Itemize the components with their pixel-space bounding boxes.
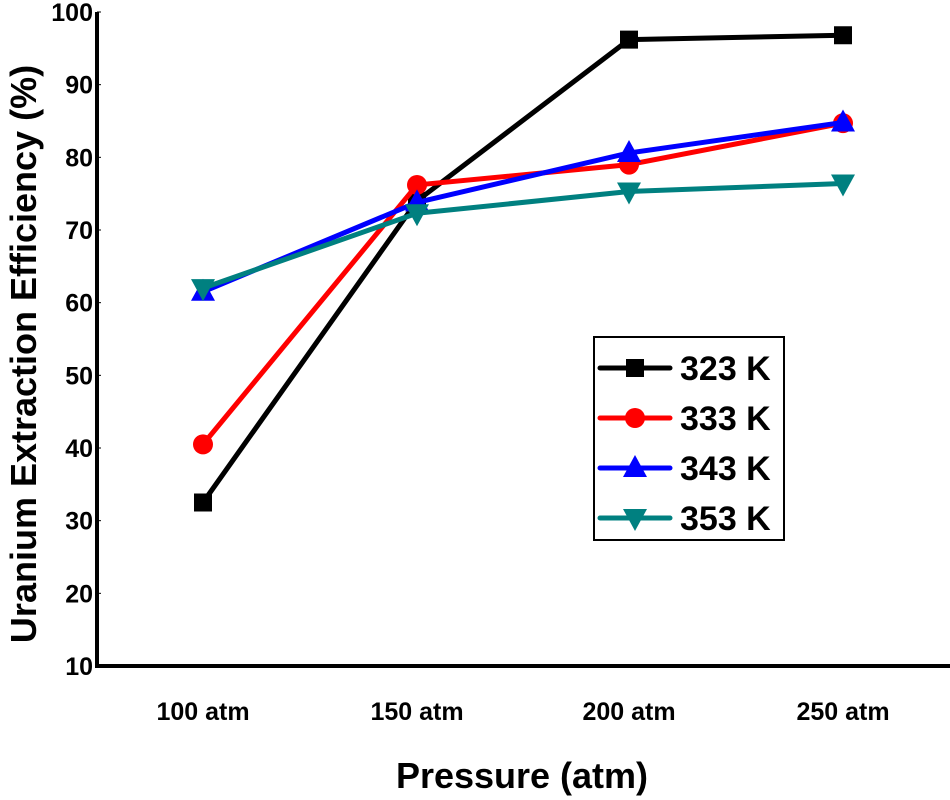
y-tick-label: 10: [65, 653, 93, 681]
series-323-k: [194, 26, 852, 512]
data-point-marker: [191, 279, 215, 302]
y-tick-label: 20: [65, 580, 93, 608]
legend-marker: [625, 408, 645, 428]
data-point-marker: [834, 26, 852, 45]
legend: 323 K 333 K 343 K 353 K: [593, 336, 785, 541]
data-point-marker: [617, 139, 641, 162]
data-point-marker: [407, 174, 427, 195]
data-point-marker: [831, 174, 855, 197]
legend-item: 323 K: [597, 350, 771, 388]
y-tick-labels: 10 20 30 40 50 60 70 80 90 100: [51, 0, 101, 681]
legend-label: 343 K: [680, 450, 771, 488]
y-tick-label: 50: [65, 362, 93, 390]
data-point-marker: [617, 182, 641, 205]
legend-label: 353 K: [680, 500, 771, 538]
y-tick-label: 90: [65, 72, 93, 100]
legend-item: 333 K: [597, 400, 771, 438]
y-tick-label: 80: [65, 144, 93, 172]
x-tick-labels: 100 atm 150 atm 200 atm 250 atm: [156, 698, 889, 726]
series-layer: [191, 26, 855, 512]
data-point-marker: [193, 434, 213, 455]
y-axis-title: Uranium Extraction Efficiency (%): [3, 65, 44, 643]
data-point-marker: [405, 204, 429, 227]
y-tick-label: 100: [51, 0, 93, 27]
legend-box: [593, 336, 785, 541]
series-line: [202, 180, 844, 291]
legend-label: 333 K: [680, 400, 771, 438]
series-line: [201, 120, 844, 446]
x-tick-label: 150 atm: [370, 698, 463, 726]
x-tick-label: 200 atm: [582, 698, 675, 726]
legend-marker: [626, 359, 644, 377]
data-point-marker: [194, 493, 212, 512]
legend-marker: [623, 509, 647, 531]
series-line: [202, 119, 844, 295]
y-tick-label: 70: [65, 217, 93, 245]
data-point-marker: [831, 109, 855, 132]
x-tick-label: 250 atm: [796, 698, 889, 726]
legend-item: 353 K: [597, 500, 771, 538]
y-tick-label: 30: [65, 508, 93, 536]
legend-label: 323 K: [680, 350, 771, 388]
series-353-k: [191, 174, 855, 302]
y-tick-label: 60: [65, 290, 93, 318]
series-line: [200, 32, 844, 504]
legend-marker: [623, 455, 647, 477]
x-tick-label: 100 atm: [156, 698, 249, 726]
x-axis-title: Pressure (atm): [396, 755, 648, 796]
y-tick-label: 40: [65, 435, 93, 463]
legend-item: 343 K: [597, 450, 771, 488]
axes-layer: [95, 12, 950, 668]
data-point-marker: [620, 30, 638, 49]
